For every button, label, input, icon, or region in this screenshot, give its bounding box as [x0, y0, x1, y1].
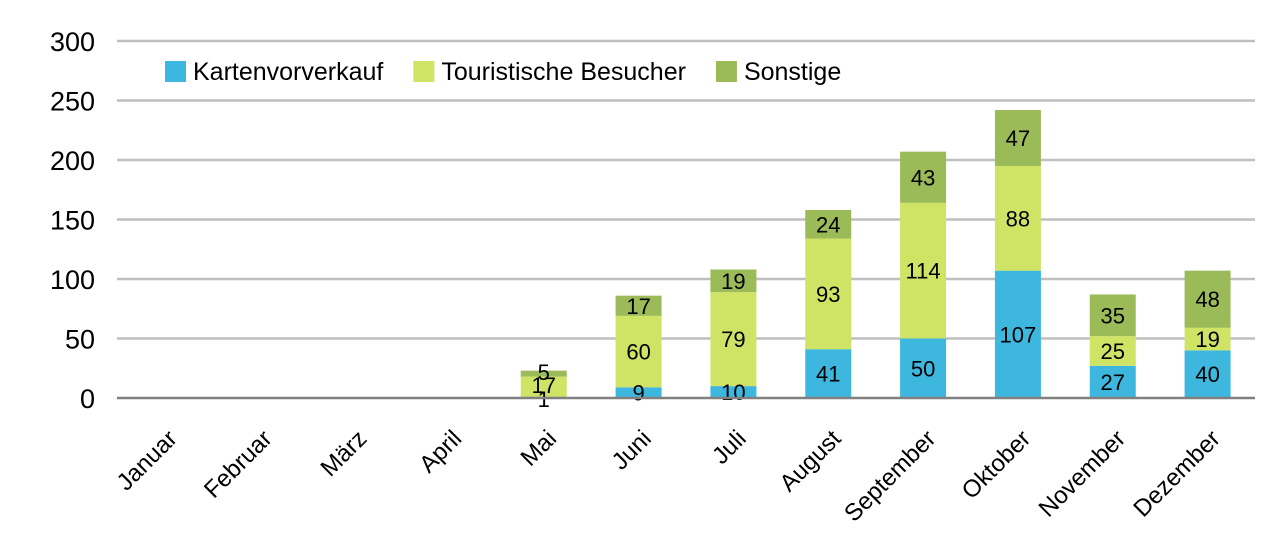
- x-tick-label: September: [839, 425, 941, 527]
- bar-touristische-besucher-september: [900, 202, 947, 339]
- x-tick-label: April: [414, 425, 467, 478]
- bar-sonstige-dezember: [1184, 270, 1231, 328]
- bar-touristische-besucher-august: [805, 238, 852, 350]
- bar-touristische-besucher-november: [1089, 336, 1136, 366]
- bar-sonstige-november: [1089, 294, 1136, 337]
- data-label-kartenvorverkauf-oktober: 107: [1000, 322, 1037, 347]
- x-tick-label: Oktober: [957, 425, 1036, 504]
- data-label-sonstige-dezember: 48: [1195, 287, 1219, 312]
- data-labels: 1175960171079194193245011443107884727253…: [532, 126, 1220, 412]
- data-label-touristische-besucher-oktober: 88: [1006, 206, 1030, 231]
- x-tick-label: Juli: [707, 425, 752, 470]
- gridlines: [117, 39, 1255, 340]
- bar-touristische-besucher-juni: [615, 315, 662, 388]
- data-label-sonstige-august: 24: [816, 212, 840, 237]
- bar-kartenvorverkauf-august: [805, 349, 852, 398]
- bar-kartenvorverkauf-november: [1089, 365, 1136, 398]
- x-tick-label: Februar: [199, 425, 278, 504]
- data-label-touristische-besucher-juni: 60: [626, 340, 650, 365]
- bar-touristische-besucher-juli: [710, 292, 757, 387]
- bar-sonstige-oktober: [994, 110, 1041, 166]
- data-label-touristische-besucher-mai: 17: [532, 373, 556, 398]
- bar-kartenvorverkauf-oktober: [994, 270, 1041, 398]
- y-tick-label: 200: [50, 146, 95, 176]
- data-label-kartenvorverkauf-mai: 1: [538, 387, 550, 412]
- bar-touristische-besucher-oktober: [994, 165, 1041, 271]
- bar-sonstige-juni: [615, 295, 662, 316]
- data-label-sonstige-juli: 19: [721, 269, 745, 294]
- x-tick-label: November: [1034, 425, 1131, 522]
- bar-sonstige-august: [805, 209, 852, 239]
- y-axis: 0 50 100 150 200 250 300: [50, 27, 95, 414]
- bar-touristische-besucher-mai: [520, 376, 567, 397]
- data-label-sonstige-mai: 5: [538, 360, 550, 385]
- data-label-touristische-besucher-dezember: 19: [1195, 327, 1219, 352]
- bar-kartenvorverkauf-juli: [710, 386, 757, 398]
- y-tick-label: 250: [50, 87, 95, 117]
- y-tick-label: 100: [50, 265, 95, 295]
- x-tick-label: März: [316, 425, 373, 482]
- x-axis: Januar Februar März April Mai Juni Juli AugustS…: [112, 396, 1255, 527]
- x-tick-label: Dezember: [1128, 425, 1225, 522]
- data-label-kartenvorverkauf-juli: 10: [721, 380, 745, 405]
- y-tick-label: 150: [50, 206, 95, 236]
- data-label-kartenvorverkauf-dezember: 40: [1195, 362, 1219, 387]
- bar-sonstige-september: [900, 151, 947, 203]
- bars: [520, 110, 1231, 398]
- y-tick-label: 0: [80, 384, 95, 414]
- data-label-touristische-besucher-november: 25: [1101, 339, 1125, 364]
- legend-label: Touristische Besucher: [441, 58, 686, 86]
- y-tick-label: 300: [50, 27, 95, 57]
- bar-sonstige-juli: [710, 269, 757, 293]
- data-label-kartenvorverkauf-juni: 9: [632, 381, 644, 406]
- legend-label: Sonstige: [744, 58, 841, 86]
- legend-label: Kartenvorverkauf: [193, 58, 383, 86]
- x-tick-label: Mai: [516, 425, 562, 471]
- legend-swatch: [715, 61, 737, 82]
- data-label-kartenvorverkauf-september: 50: [911, 356, 935, 381]
- x-tick-label: August: [775, 425, 847, 497]
- data-label-kartenvorverkauf-november: 27: [1101, 370, 1125, 395]
- bar-sonstige-mai: [520, 370, 567, 377]
- legend: Kartenvorverkauf Touristische Besucher Son…: [165, 58, 841, 86]
- data-label-sonstige-juni: 17: [626, 294, 650, 319]
- bar-kartenvorverkauf-juni: [615, 387, 662, 398]
- bar-kartenvorverkauf-september: [900, 338, 947, 398]
- x-tick-label: Juni: [607, 425, 657, 475]
- y-tick-label: 50: [65, 325, 95, 355]
- x-tick-label: Januar: [112, 425, 183, 496]
- data-label-touristische-besucher-september: 114: [906, 259, 941, 284]
- bar-touristische-besucher-dezember: [1184, 327, 1231, 351]
- data-label-touristische-besucher-august: 93: [816, 282, 840, 307]
- data-label-sonstige-september: 43: [911, 165, 935, 190]
- bar-kartenvorverkauf-dezember: [1184, 350, 1231, 398]
- data-label-touristische-besucher-juli: 79: [721, 327, 745, 352]
- data-label-sonstige-november: 35: [1101, 303, 1125, 328]
- data-label-kartenvorverkauf-august: 41: [816, 362, 840, 387]
- legend-swatch: [413, 61, 435, 82]
- legend-swatch: [165, 61, 186, 82]
- data-label-sonstige-oktober: 47: [1006, 126, 1030, 151]
